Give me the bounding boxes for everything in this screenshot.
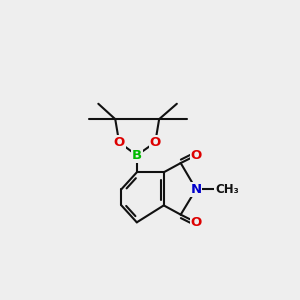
Text: CH₃: CH₃ — [215, 183, 239, 196]
Text: O: O — [190, 216, 202, 229]
Text: N: N — [190, 183, 202, 196]
Text: O: O — [190, 149, 202, 162]
Text: B: B — [132, 149, 142, 162]
Text: O: O — [150, 136, 161, 149]
Text: O: O — [113, 136, 125, 149]
